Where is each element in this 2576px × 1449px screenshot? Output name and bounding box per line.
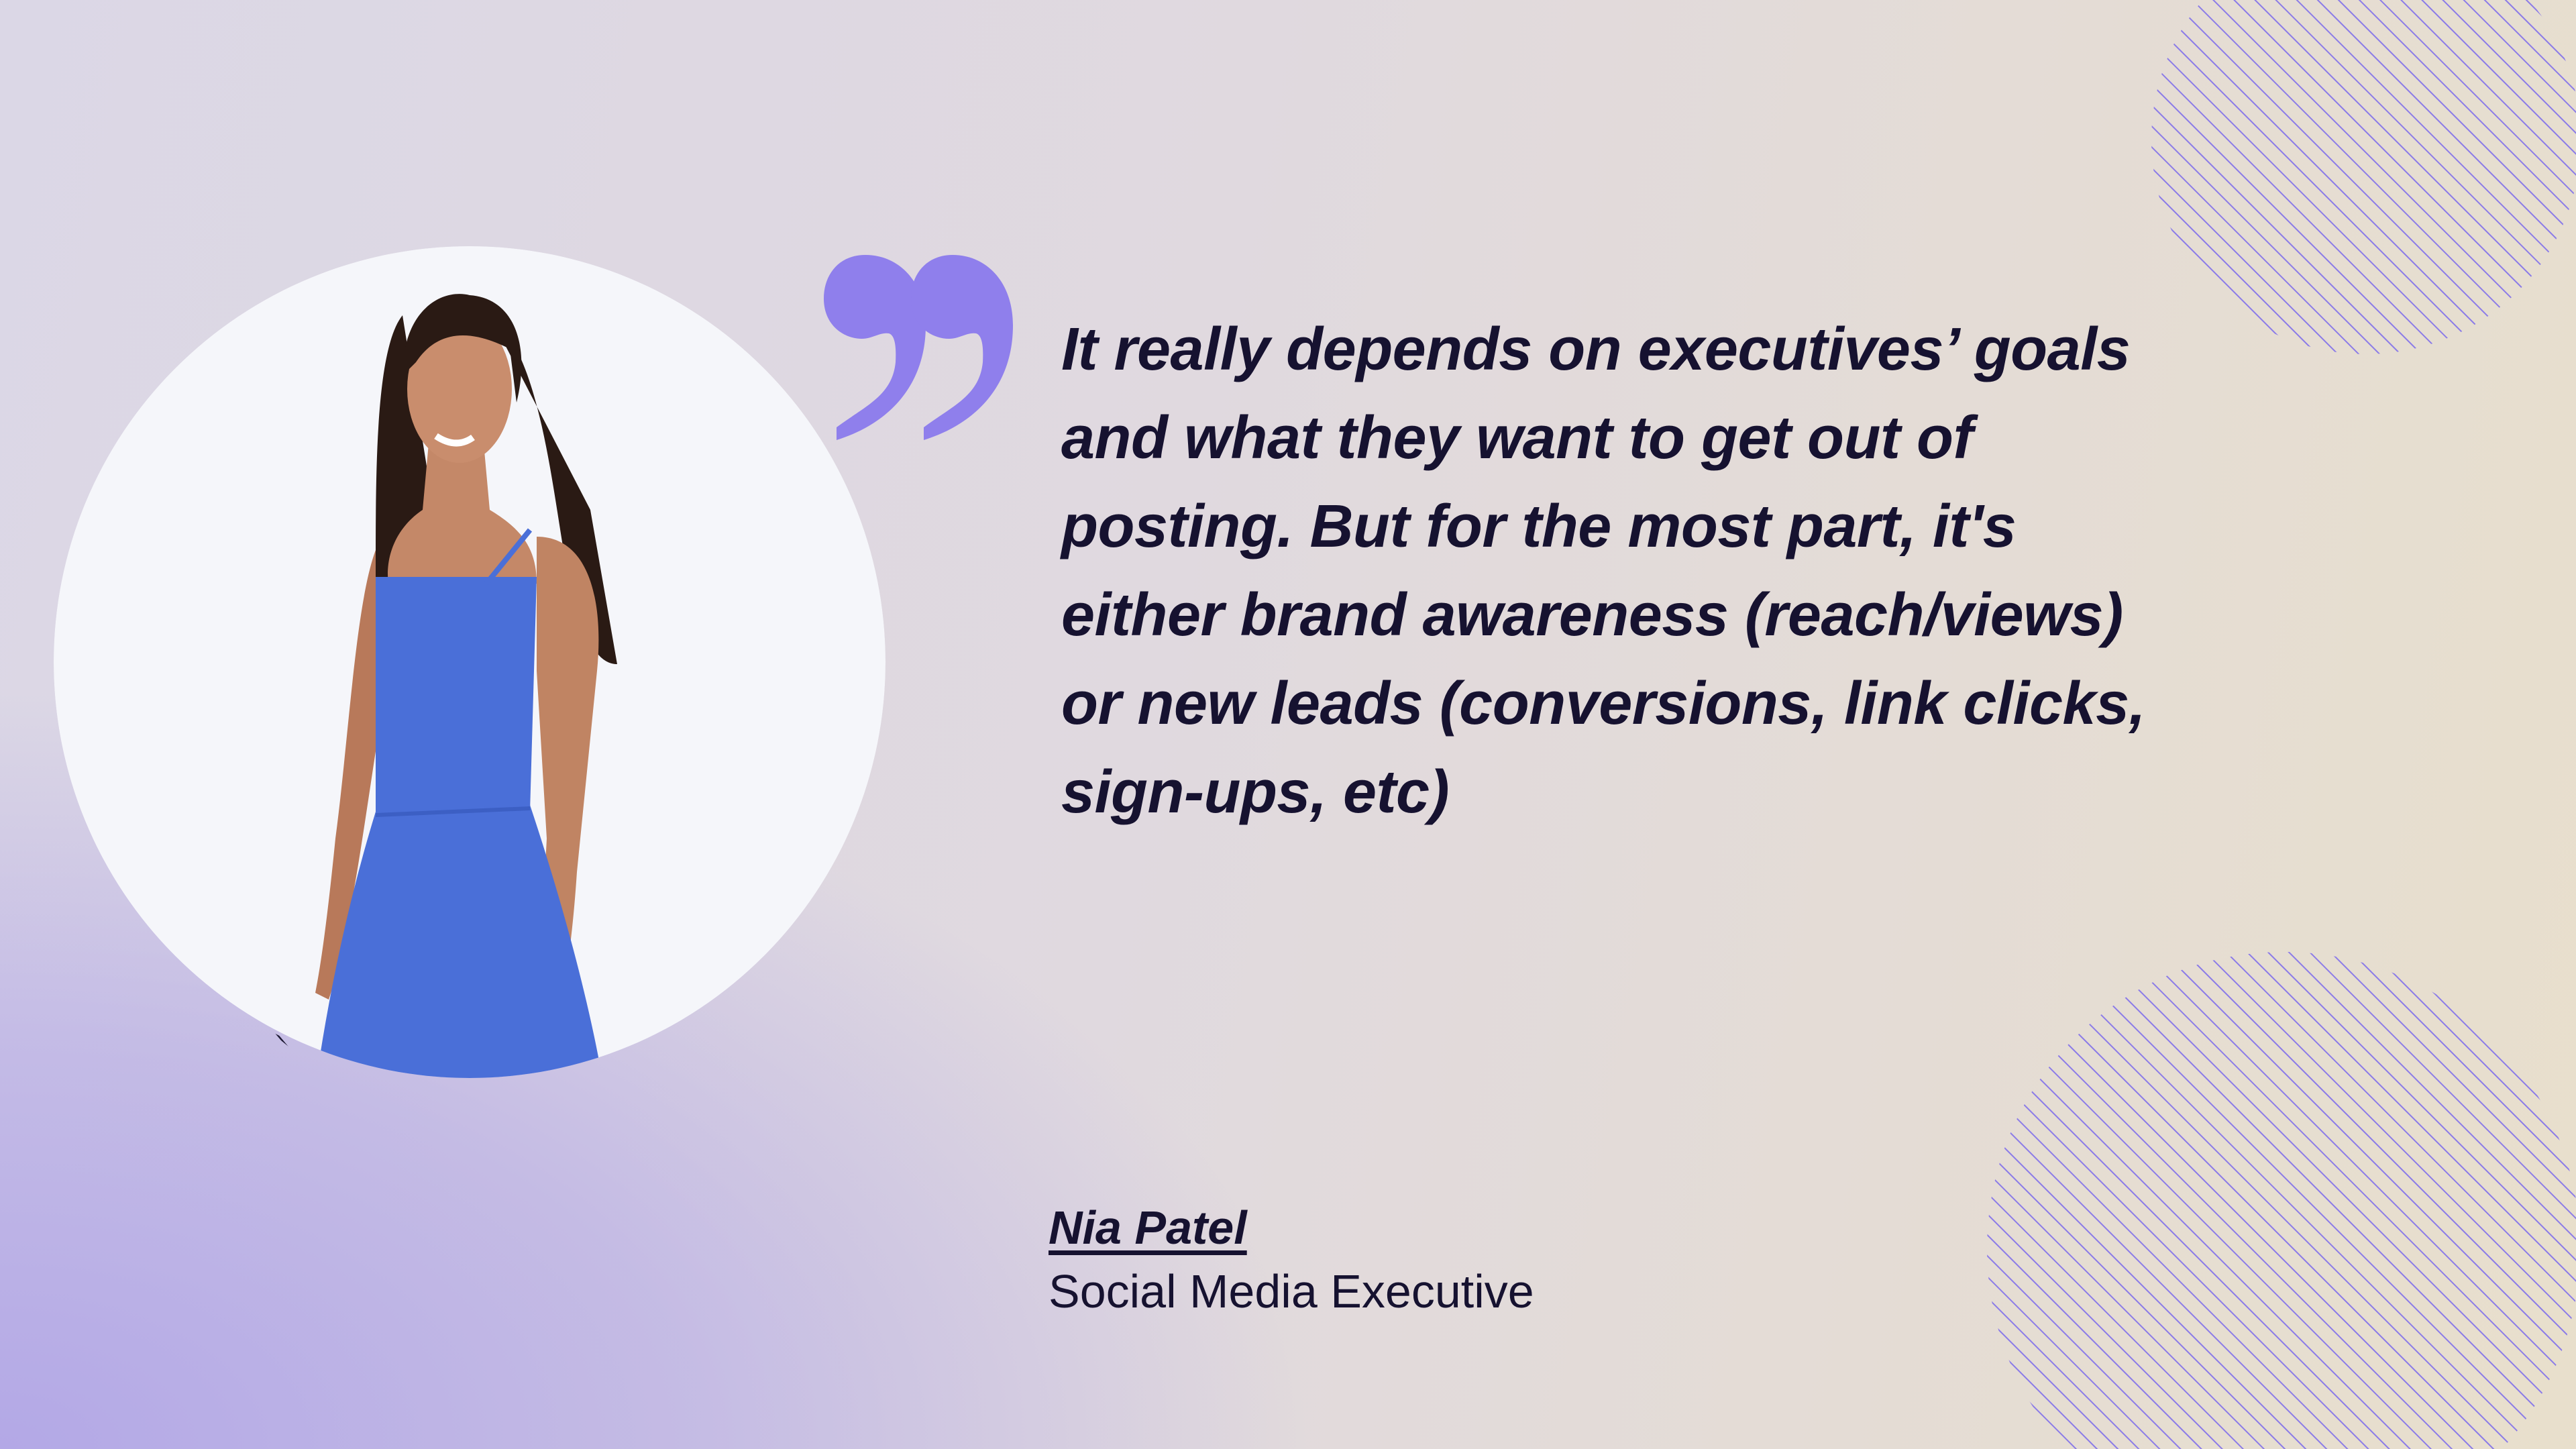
quote-line: and what they want to get out of bbox=[1061, 405, 1973, 472]
quote-line: sign-ups, etc) bbox=[1061, 759, 1450, 826]
author-name: Nia Patel bbox=[1049, 1201, 1247, 1254]
hatched-circle-bottom-right bbox=[1986, 951, 2576, 1449]
quote-line: or new leads (conversions, link clicks, bbox=[1061, 670, 2146, 737]
quote-text: It really depends on executives’ goals a… bbox=[1061, 305, 2403, 837]
quotation-mark-icon bbox=[824, 255, 1013, 440]
quote-line: posting. But for the most part, it's bbox=[1061, 493, 2017, 560]
profile-photo bbox=[54, 246, 885, 1078]
hatched-circle-top-right bbox=[2151, 0, 2576, 354]
quote-line: It really depends on executives’ goals bbox=[1061, 316, 2131, 383]
quote-line: either brand awareness (reach/views) bbox=[1061, 582, 2123, 649]
author-title: Social Media Executive bbox=[1049, 1265, 1534, 1318]
